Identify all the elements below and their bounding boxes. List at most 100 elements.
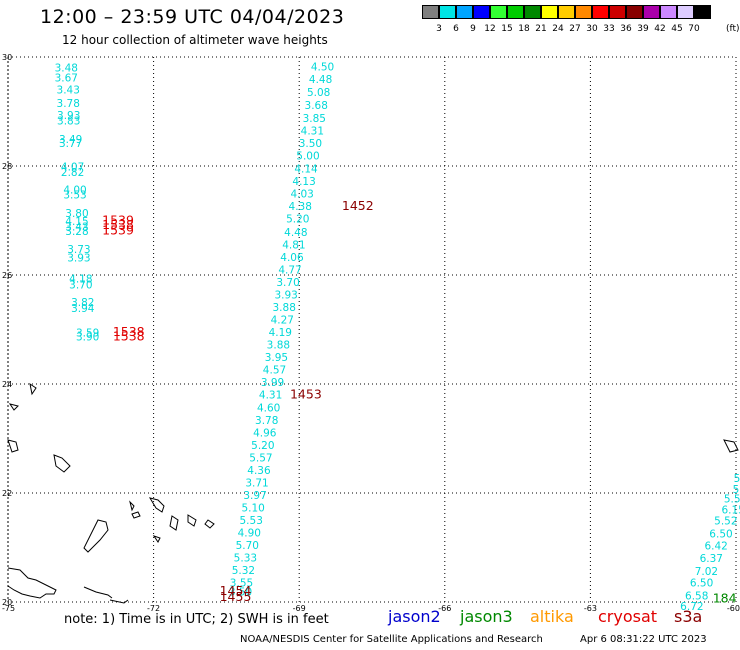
colorbar-swatch — [643, 5, 660, 19]
swh-label: 3.77 — [59, 138, 82, 150]
swh-label: 4.06 — [280, 252, 304, 264]
colorbar-swatch — [694, 5, 711, 19]
coastline-island-4 — [169, 515, 179, 531]
colorbar-swatch — [507, 5, 524, 19]
swh-label: 4.19 — [269, 327, 292, 339]
swh-label: 5.10 — [241, 503, 264, 515]
colorbar-swatch — [541, 5, 558, 19]
swh-label: 3.43 — [65, 221, 88, 233]
lat-tick-label: 22 — [2, 489, 12, 498]
colorbar-swatch — [524, 5, 541, 19]
swh-label: 6.50 — [709, 529, 732, 541]
colorbar-label: 3 — [436, 24, 442, 34]
swh-label: 4.60 — [257, 402, 280, 414]
swh-label: 3.93 — [57, 110, 80, 122]
swh-label: 4.77 — [278, 264, 301, 276]
lat-tick-label: 30 — [2, 53, 12, 62]
legend-cryosat: cryosat — [598, 607, 658, 626]
swh-label: 3.67 — [55, 73, 78, 85]
track-west: 3.483.673.433.783.933.833.493.774.072.82… — [55, 63, 100, 344]
swh-label: 3.78 — [57, 98, 80, 110]
colorbar-label: 42 — [654, 24, 666, 34]
swh-label: 5.08 — [307, 87, 330, 99]
swh-label: 3.55 — [230, 578, 253, 590]
swh-label: 4.15 — [65, 216, 88, 228]
swh-label: 4.57 — [263, 365, 286, 377]
colorbar-swatch — [592, 5, 609, 19]
swh-label: 4.90 — [238, 528, 261, 540]
swh-label: 5.5 — [733, 484, 740, 496]
swh-label: 3.93 — [67, 252, 90, 264]
colorbar-swatch — [677, 5, 694, 19]
swh-label: 5.20 — [286, 214, 309, 226]
swh-label: 3.80 — [65, 208, 88, 220]
swh-label: 5.00 — [296, 150, 319, 162]
colorbar-label: 15 — [501, 24, 513, 34]
swh-label: 3.43 — [57, 85, 80, 97]
pass-time-label: 1538 — [102, 217, 134, 232]
swh-label: 3.90 — [76, 331, 99, 343]
swh-label: 4.27 — [271, 315, 294, 327]
pass-time-label: 1539 — [102, 212, 134, 227]
lon-tick-label: -69 — [293, 604, 306, 613]
colorbar-label: 27 — [569, 24, 581, 34]
swh-label: 3.71 — [245, 477, 268, 489]
swh-label: 5.32 — [232, 565, 255, 577]
coastline-hispaniola — [7, 567, 57, 599]
swh-label: 3.85 — [303, 113, 326, 125]
swh-label: 5.70 — [236, 540, 259, 552]
colorbar-label: 21 — [535, 24, 547, 34]
coastline-island-5 — [187, 514, 197, 527]
swh-tracks: 3.483.673.433.783.933.833.493.774.072.82… — [55, 62, 740, 614]
pass-time-label: 1452 — [342, 198, 374, 213]
coastline-island-9 — [723, 439, 739, 453]
swh-label: 3.78 — [255, 415, 278, 427]
colorbar-label: 9 — [470, 24, 476, 34]
swh-label: 3.99 — [261, 377, 284, 389]
colorbar-swatch — [609, 5, 626, 19]
colorbar-label: 12 — [484, 24, 496, 34]
map-frame — [7, 56, 737, 603]
map-axes: -75 -72 -69 -66 -63 -60 30 28 26 24 22 20 — [2, 53, 740, 613]
swh-label: 4.14 — [294, 164, 318, 176]
colorbar-unit-label: (ft) — [726, 24, 740, 34]
swh-label: 3.70 — [276, 277, 299, 289]
pass-time-label: 1454 — [220, 583, 252, 598]
colorbar-swatch — [490, 5, 507, 19]
coastline-cuba-tip — [83, 586, 113, 599]
coastline-island-8 — [152, 535, 161, 543]
swh-label: 5.8 — [734, 473, 740, 485]
colorbar-label: 39 — [637, 24, 649, 34]
pass-time-label: 1538 — [113, 324, 145, 339]
swh-label: 3.73 — [67, 244, 90, 256]
pass-time-label: 1455 — [220, 589, 252, 604]
colorbar-swatch — [422, 5, 439, 19]
swh-label: 6.42 — [704, 541, 727, 553]
swh-label: 5.52 — [714, 516, 737, 528]
swh-label: 3.82 — [71, 297, 94, 309]
credit-text: NOAA/NESDIS Center for Satellite Applica… — [240, 634, 543, 645]
coastline-island-7 — [129, 500, 135, 512]
colorbar-swatch — [660, 5, 677, 19]
swh-label: 3.95 — [265, 352, 288, 364]
legend-s3a: s3a — [674, 607, 703, 626]
pass-time-label: 1539 — [102, 223, 134, 238]
swh-label: 3.70 — [69, 280, 92, 292]
swh-label: 3.50 — [299, 138, 322, 150]
coastline-island-3 — [148, 497, 165, 513]
footer-note: note: 1) Time is in UTC; 2) SWH is in fe… — [64, 612, 329, 627]
swh-label: 5.57 — [724, 493, 740, 505]
colorbar-swatch — [456, 5, 473, 19]
coastline — [7, 382, 739, 604]
swh-label: 6.50 — [690, 578, 713, 590]
swh-label: 3.53 — [63, 190, 86, 202]
swh-label: 4.48 — [284, 227, 307, 239]
colorbar-swatch — [575, 5, 592, 19]
swh-label: 4.13 — [292, 176, 315, 188]
swh-label: 4.07 — [61, 161, 84, 173]
swh-label: 2.82 — [61, 167, 84, 179]
swh-label: 6.37 — [700, 553, 723, 565]
lat-tick-label: 26 — [2, 271, 12, 280]
swh-label: 4.00 — [63, 184, 86, 196]
